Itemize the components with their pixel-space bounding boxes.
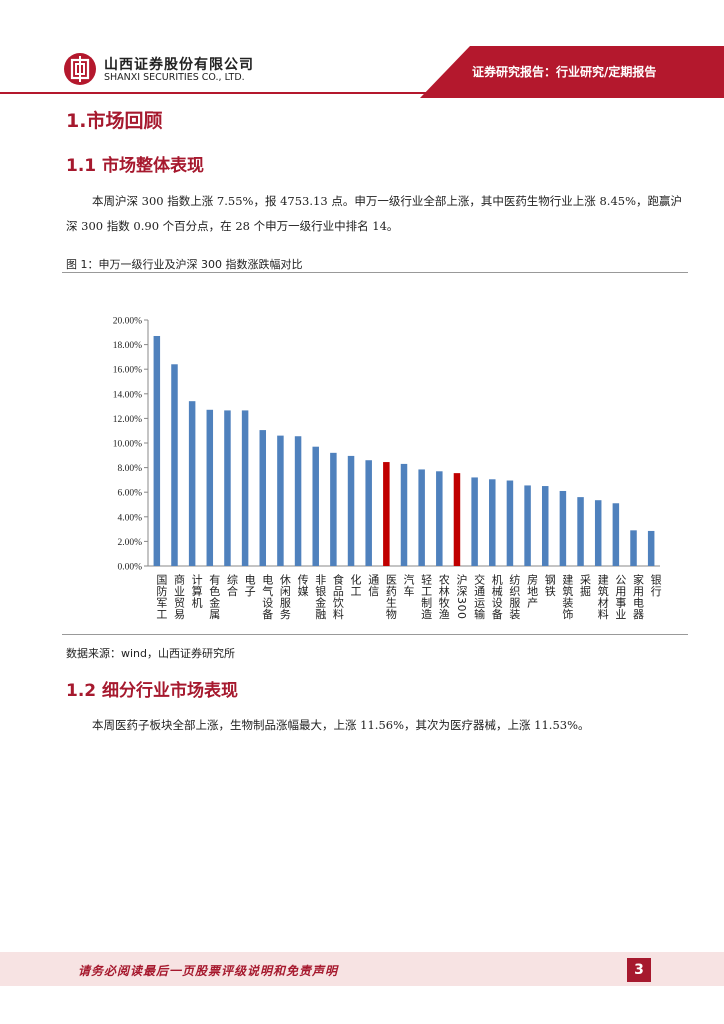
bar xyxy=(630,530,637,566)
y-tick-label: 8.00% xyxy=(117,464,142,474)
bar xyxy=(436,471,443,566)
x-tick-label: 建筑材料 xyxy=(596,573,609,621)
header-band xyxy=(0,46,724,98)
bar xyxy=(383,462,390,566)
y-tick-label: 16.00% xyxy=(113,366,142,376)
x-tick-label: 机械设备 xyxy=(490,573,503,621)
paragraph-2: 本周医药子板块全部上涨，生物制品涨幅最大，上涨 11.56%，其次为医疗器械，上… xyxy=(92,718,590,732)
bar xyxy=(241,410,249,566)
data-source: 数据来源：wind，山西证券研究所 xyxy=(66,647,236,660)
x-tick-label: 交通运输 xyxy=(473,573,486,621)
bar xyxy=(471,477,478,566)
x-tick-label: 计算机 xyxy=(190,574,203,609)
bar xyxy=(489,479,496,566)
section-title: 1.市场回顾 xyxy=(66,110,163,132)
x-tick-label: 电子 xyxy=(243,574,256,597)
bar xyxy=(277,435,284,566)
y-tick-label: 18.00% xyxy=(113,341,142,351)
bar xyxy=(188,401,196,566)
bar xyxy=(400,463,408,566)
x-tick-label: 轻工制造 xyxy=(420,573,433,620)
bar xyxy=(365,460,372,566)
y-tick-label: 10.00% xyxy=(113,440,142,450)
x-tick-label: 商业贸易 xyxy=(172,573,185,621)
x-tick-label: 非银金融 xyxy=(314,574,327,621)
bar xyxy=(206,409,214,566)
industry-returns-bar-chart: 0.00% 2.00% 4.00% 6.00% 8.00% 10.00% 12.00% 14.… xyxy=(113,317,662,621)
subsection-title-1: 1.1 市场整体表现 xyxy=(66,156,205,176)
y-tick-label: 0.00% xyxy=(117,563,142,573)
x-tick-label: 食品饮料 xyxy=(331,573,344,621)
bar xyxy=(506,480,514,566)
bar xyxy=(153,335,161,566)
x-tick-label: 电气设备 xyxy=(261,574,274,621)
x-tick-label: 国防军工 xyxy=(155,574,168,620)
report-type: 证券研究报告：行业研究/定期报告 xyxy=(472,65,657,79)
bar xyxy=(330,452,337,566)
x-tick-label: 钢铁 xyxy=(543,574,556,597)
x-tick-label: 休闲服务 xyxy=(278,574,291,620)
bar xyxy=(524,485,531,566)
bar xyxy=(594,500,602,566)
x-tick-label: 建筑装饰 xyxy=(561,573,574,620)
y-tick-label: 14.00% xyxy=(113,390,142,400)
subsection-title-2: 1.2 细分行业市场表现 xyxy=(66,681,239,701)
bar xyxy=(612,503,620,566)
paragraph-1: 本周沪深 300 指数上涨 7.55%，报 4753.13 点。申万一级行业全部… xyxy=(66,194,682,233)
bar xyxy=(418,469,425,566)
x-tick-label: 采掘 xyxy=(579,574,592,598)
bar xyxy=(559,490,567,566)
company-name-cn: 山西证券股份有限公司 xyxy=(104,57,254,73)
x-tick-label: 传媒 xyxy=(296,574,309,598)
bar xyxy=(541,486,549,566)
bar xyxy=(453,473,461,566)
x-tick-label: 银行 xyxy=(649,573,662,598)
bar xyxy=(347,455,355,566)
bar xyxy=(259,430,267,566)
x-tick-label: 综合 xyxy=(225,573,238,597)
bar xyxy=(171,364,178,566)
x-tick-label: 家用电器 xyxy=(632,573,645,621)
bar xyxy=(294,436,302,566)
y-tick-label: 6.00% xyxy=(117,489,142,499)
bar xyxy=(647,530,655,566)
figure-title: 图 1：申万一级行业及沪深 300 指数涨跌幅对比 xyxy=(66,258,303,271)
shanxi-securities-logo-icon xyxy=(64,53,96,85)
x-tick-label: 化工 xyxy=(349,573,362,597)
figure-top-rule xyxy=(62,272,688,273)
x-tick-label: 有色金属 xyxy=(208,573,221,621)
y-tick-label: 2.00% xyxy=(117,538,142,548)
footer-disclaimer: 请务必阅读最后一页股票评级说明和免责声明 xyxy=(78,964,339,978)
company-name-en: SHANXI SECURITIES CO., LTD. xyxy=(104,72,245,83)
x-tick-label: 医药生物 xyxy=(384,574,397,620)
footer-band xyxy=(0,952,724,986)
bar xyxy=(224,410,231,566)
x-tick-label: 房地产 xyxy=(526,574,539,609)
x-tick-label: 纺织服装 xyxy=(508,573,521,621)
figure-bottom-rule xyxy=(62,634,688,635)
x-tick-label: 公用事业 xyxy=(614,574,627,620)
bar xyxy=(312,446,319,566)
y-tick-label: 12.00% xyxy=(113,415,142,425)
x-tick-label: 农林牧渔 xyxy=(437,573,450,621)
page-number: 3 xyxy=(627,958,651,982)
y-tick-label: 20.00% xyxy=(113,317,142,327)
x-tick-label: 汽车 xyxy=(402,573,415,598)
bar xyxy=(577,497,584,566)
x-tick-label: 通信 xyxy=(367,574,380,598)
x-tick-label: 沪深300 xyxy=(455,573,468,620)
y-tick-label: 4.00% xyxy=(117,513,142,523)
